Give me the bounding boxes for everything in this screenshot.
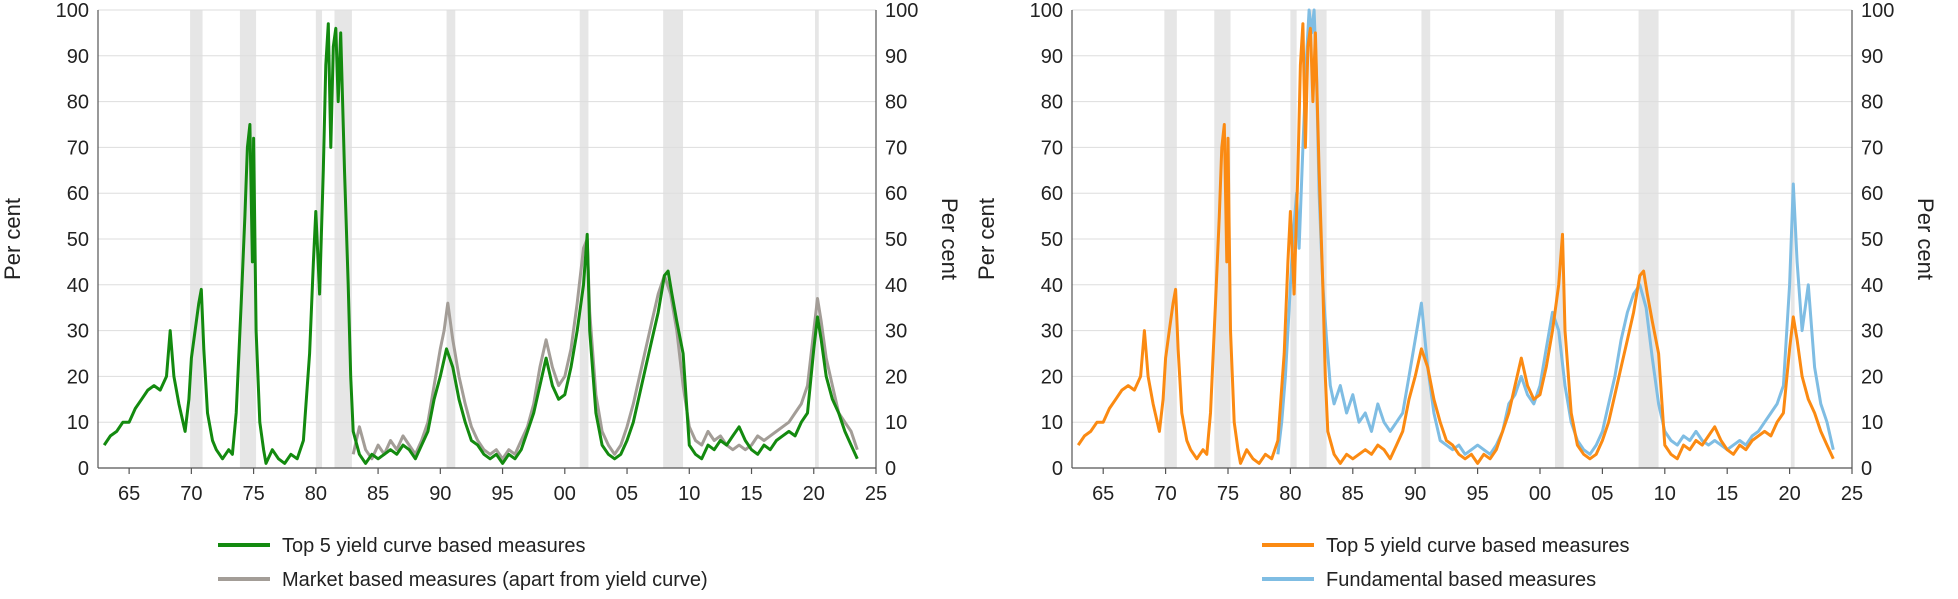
series-line-1: [351, 237, 859, 461]
x-tick-label: 65: [118, 483, 140, 505]
y-tick-label-left: 100: [1030, 0, 1063, 22]
x-tick-label: 95: [491, 483, 513, 505]
y-tick-label-left: 10: [1041, 412, 1063, 434]
y-tick-label-right: 60: [885, 183, 907, 205]
x-tick-label: 85: [367, 483, 389, 505]
y-tick-label-right: 80: [885, 92, 907, 114]
y-tick-label-right: 90: [885, 46, 907, 68]
y-tick-label-left: 70: [1041, 137, 1063, 159]
y-tick-label-right: 20: [1861, 366, 1883, 388]
y-tick-label-left: 40: [67, 275, 89, 297]
x-tick-label: 10: [678, 483, 700, 505]
y-tick-label-right: 100: [1861, 0, 1894, 22]
x-tick-label: 85: [1342, 483, 1364, 505]
y-tick-label-left: 20: [1041, 366, 1063, 388]
y-tick-label-left: 80: [1041, 92, 1063, 114]
x-tick-label: 80: [1279, 483, 1301, 505]
x-tick-label: 70: [180, 483, 202, 505]
x-tick-label: 00: [554, 483, 576, 505]
x-tick-label: 75: [1217, 483, 1239, 505]
y-tick-label-right: 0: [1861, 458, 1872, 480]
x-tick-label: 75: [242, 483, 264, 505]
y-tick-label-right: 30: [885, 321, 907, 343]
y-tick-label-right: 10: [885, 412, 907, 434]
legend-label: Top 5 yield curve based measures: [282, 535, 586, 557]
x-tick-label: 15: [1716, 483, 1738, 505]
y-tick-label-left: 30: [1041, 321, 1063, 343]
y-tick-label-left: 100: [56, 0, 89, 22]
y-tick-label-left: 40: [1041, 275, 1063, 297]
x-tick-label: 05: [1591, 483, 1613, 505]
y-tick-label-right: 50: [885, 229, 907, 251]
y-tick-label-right: 50: [1861, 229, 1883, 251]
y-tick-label-left: 50: [67, 229, 89, 251]
y-tick-label-left: 10: [67, 412, 89, 434]
legend-label: Top 5 yield curve based measures: [1326, 535, 1630, 557]
x-tick-label: 90: [1404, 483, 1426, 505]
legend-label: Fundamental based measures: [1326, 569, 1596, 591]
y-tick-label-left: 50: [1041, 229, 1063, 251]
y-tick-label-right: 40: [885, 275, 907, 297]
series-line-1: [1276, 8, 1835, 456]
y-tick-label-left: 90: [67, 46, 89, 68]
x-tick-label: 25: [1841, 483, 1863, 505]
y-tick-label-left: 0: [78, 458, 89, 480]
y-tick-label-right: 10: [1861, 412, 1883, 434]
y-tick-label-right: 0: [885, 458, 896, 480]
y-axis-title-right: Per cent: [1913, 198, 1938, 280]
y-tick-label-left: 60: [1041, 183, 1063, 205]
y-tick-label-right: 30: [1861, 321, 1883, 343]
x-tick-label: 95: [1466, 483, 1488, 505]
x-tick-label: 05: [616, 483, 638, 505]
x-tick-label: 20: [803, 483, 825, 505]
x-tick-label: 20: [1778, 483, 1800, 505]
y-axis-title-right: Per cent: [937, 198, 962, 280]
y-tick-label-right: 40: [1861, 275, 1883, 297]
y-tick-label-left: 90: [1041, 46, 1063, 68]
y-tick-label-right: 60: [1861, 183, 1883, 205]
y-tick-label-right: 100: [885, 0, 918, 22]
y-axis-title-left: Per cent: [0, 198, 25, 280]
x-tick-label: 65: [1092, 483, 1114, 505]
x-tick-label: 80: [305, 483, 327, 505]
series-line-2: [1076, 22, 1835, 465]
x-tick-label: 10: [1654, 483, 1676, 505]
y-tick-label-right: 20: [885, 366, 907, 388]
y-tick-label-left: 0: [1052, 458, 1063, 480]
y-tick-label-right: 90: [1861, 46, 1883, 68]
y-tick-label-left: 70: [67, 137, 89, 159]
y-tick-label-right: 70: [1861, 137, 1883, 159]
x-tick-label: 00: [1529, 483, 1551, 505]
y-tick-label-right: 80: [1861, 92, 1883, 114]
y-tick-label-left: 80: [67, 92, 89, 114]
x-tick-label: 15: [740, 483, 762, 505]
y-tick-label-left: 60: [67, 183, 89, 205]
x-tick-label: 70: [1154, 483, 1176, 505]
y-tick-label-right: 70: [885, 137, 907, 159]
legend-label: Market based measures (apart from yield …: [282, 569, 708, 591]
y-axis-title-left: Per cent: [974, 198, 999, 280]
y-tick-label-left: 20: [67, 366, 89, 388]
y-tick-label-left: 30: [67, 321, 89, 343]
x-tick-label: 25: [865, 483, 887, 505]
series-line-2: [102, 22, 859, 465]
x-tick-label: 90: [429, 483, 451, 505]
